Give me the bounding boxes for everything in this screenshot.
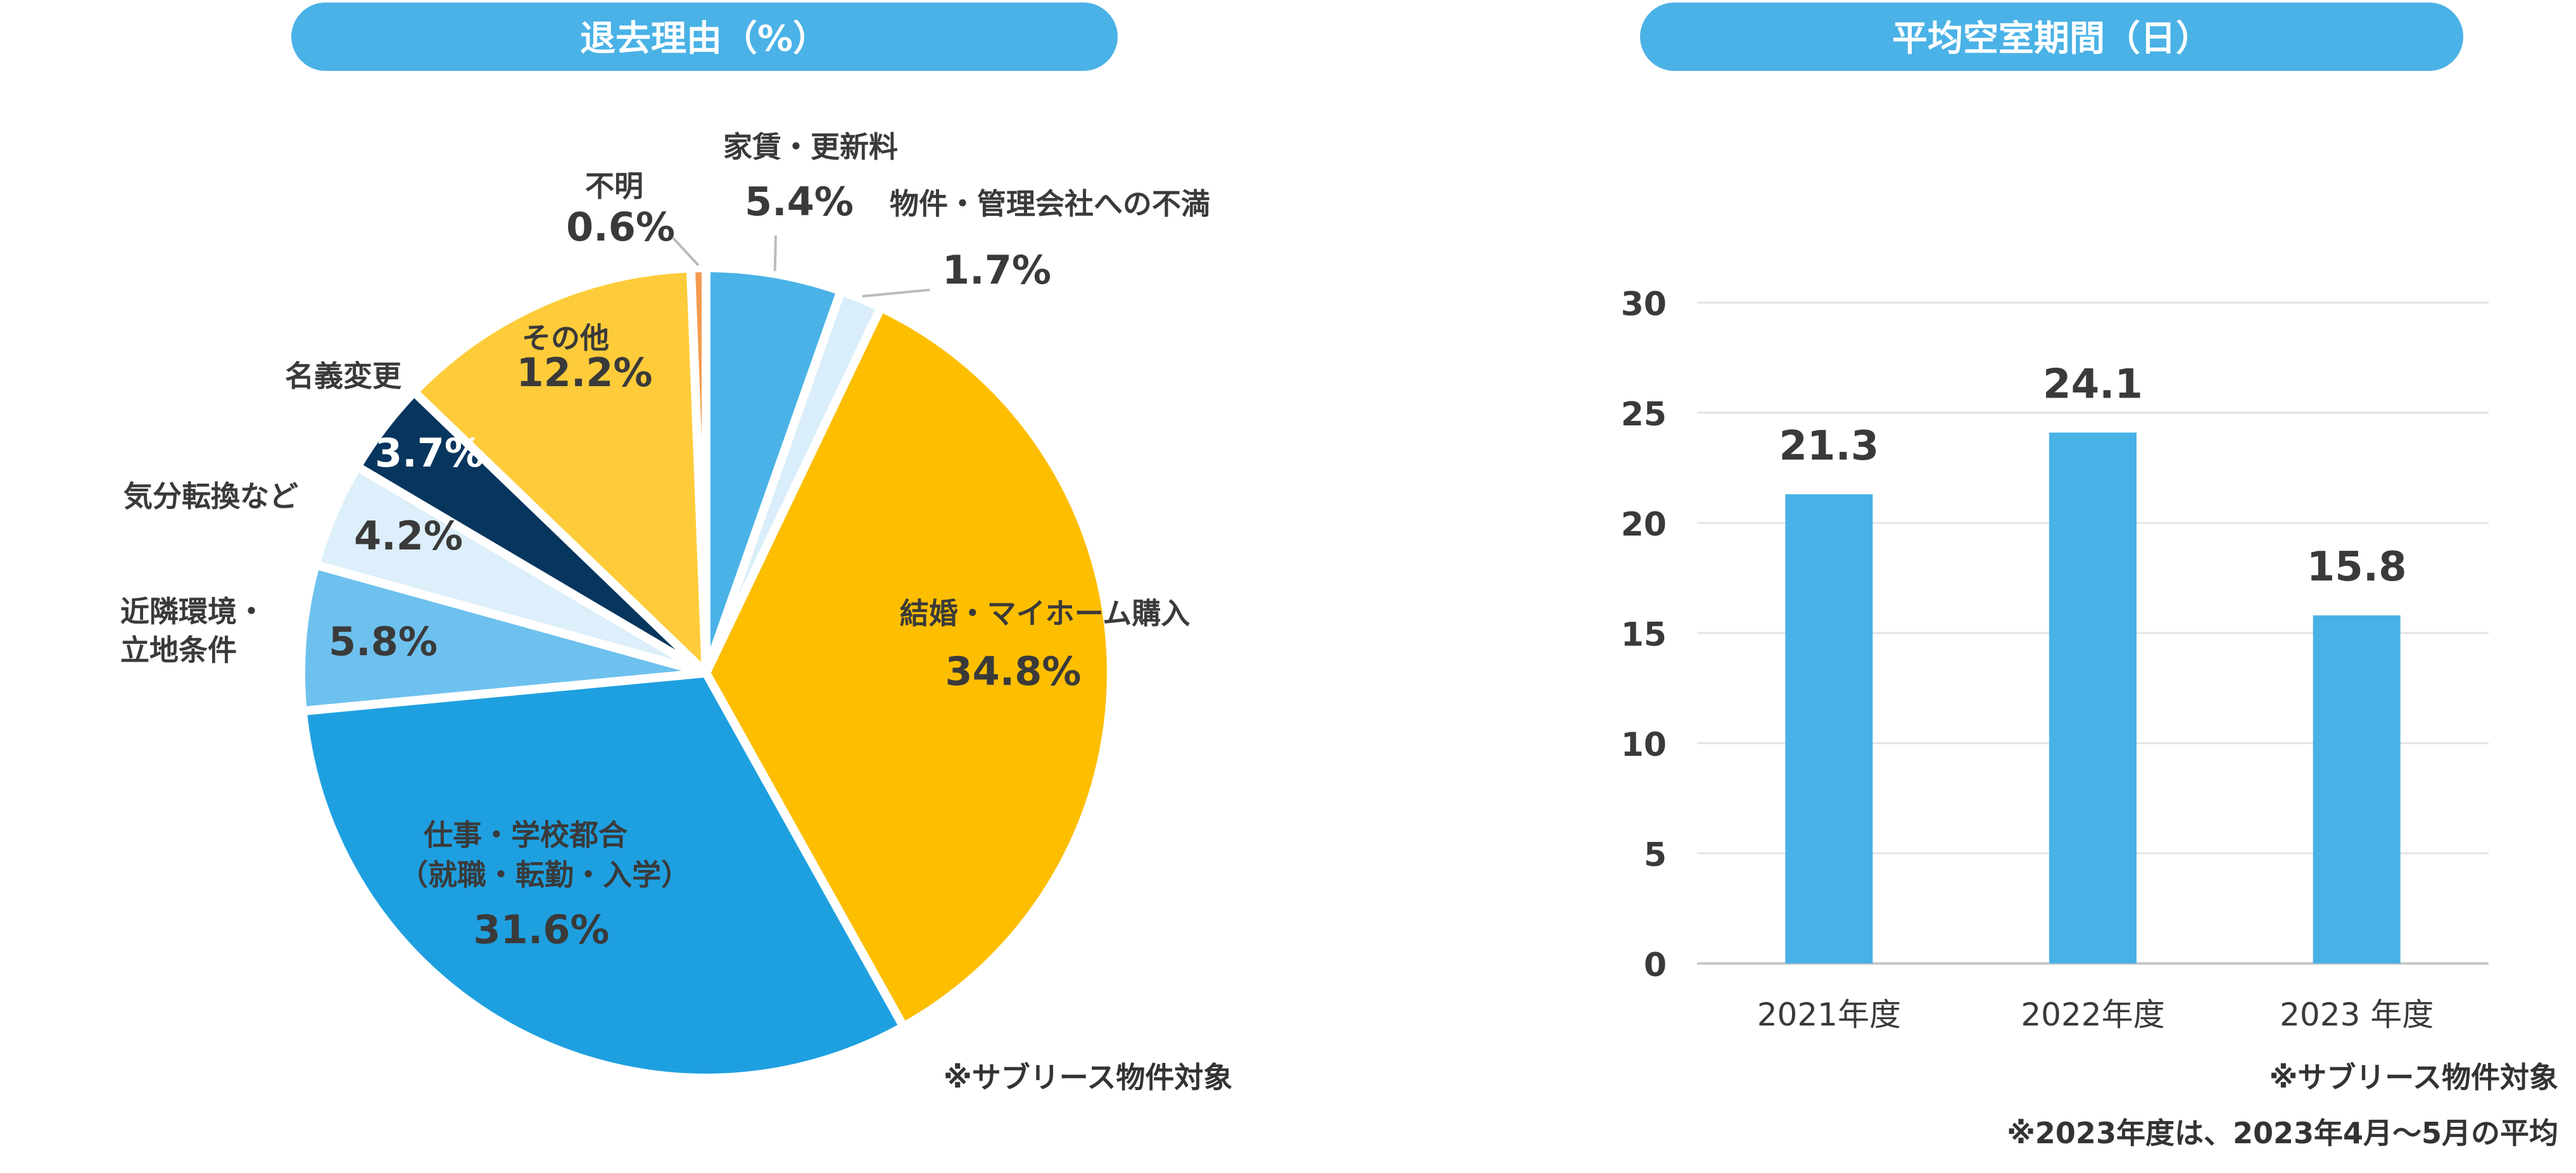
pie-slice-label: 立地条件 bbox=[120, 633, 237, 667]
bar-y-tick-labels: 0 5 10 15 20 25 30 bbox=[1621, 285, 1667, 984]
pie-slice-label: 仕事・学校都合 bbox=[424, 818, 628, 852]
bar-y-tick-label: 25 bbox=[1621, 396, 1667, 434]
pie-slice-value: 5.8% bbox=[329, 618, 438, 665]
bar-y-tick-label: 15 bbox=[1621, 616, 1667, 654]
pie-slice-label: 物件・管理会社への不満 bbox=[890, 187, 1210, 221]
pie-slice bbox=[296, 560, 710, 716]
bar-y-tick-label: 5 bbox=[1644, 836, 1667, 874]
bar bbox=[2049, 432, 2137, 963]
pie-title: 退去理由（%） bbox=[580, 18, 828, 60]
pie-leader-line bbox=[773, 235, 777, 272]
bar bbox=[1785, 494, 1873, 963]
bar-category-label: 2022年度 bbox=[2021, 996, 2164, 1033]
pie-title-pill: 退去理由（%） bbox=[291, 3, 1118, 71]
pie-slice-label: 近隣環境・ bbox=[120, 594, 266, 629]
pie-slice-value: 34.8% bbox=[945, 648, 1081, 694]
bar-note-1: ※サブリース物件対象 bbox=[2270, 1060, 2558, 1095]
bar-y-tick-label: 20 bbox=[1621, 506, 1667, 544]
pie-slice-label: 家賃・更新料 bbox=[723, 130, 898, 164]
bar-value-labels: 21.3 24.1 15.8 bbox=[1779, 361, 2406, 591]
pie-slice bbox=[298, 668, 908, 1082]
bar bbox=[2313, 615, 2401, 963]
bar-y-tick-label: 0 bbox=[1644, 946, 1667, 984]
pie-slice-value: 0.6% bbox=[566, 204, 675, 250]
pie-slice-value: 31.6% bbox=[473, 906, 609, 953]
bar-value-label: 15.8 bbox=[2307, 544, 2407, 591]
pie-slice-label: 結婚・マイホーム購入 bbox=[900, 596, 1190, 630]
pie-slice-value: 4.2% bbox=[354, 513, 463, 559]
pie-leader-line bbox=[672, 237, 700, 267]
bar-value-label: 21.3 bbox=[1779, 423, 1879, 470]
bar-category-label: 2023 年度 bbox=[2280, 996, 2434, 1033]
bar-y-tick-label: 30 bbox=[1621, 285, 1667, 323]
pie-slice-value: 5.4% bbox=[745, 179, 854, 225]
bar-y-tick-label: 10 bbox=[1621, 726, 1667, 764]
bar-title-pill: 平均空室期間（日） bbox=[1640, 3, 2463, 71]
pie-chart bbox=[296, 263, 1116, 1082]
pie-labels: 家賃・更新料 5.4% 物件・管理会社への不満 1.7% 結婚・マイホーム購入 34.8%… bbox=[120, 130, 1210, 953]
pie-slice-label: （就職・転勤・入学） bbox=[399, 858, 690, 892]
pie-slice bbox=[410, 263, 710, 677]
bar-value-label: 24.1 bbox=[2043, 361, 2143, 408]
pie-slice-label: 名義変更 bbox=[285, 359, 402, 393]
bar-note-2: ※2023年度は、2023年4月～5月の平均 bbox=[2007, 1116, 2558, 1150]
bar-title: 平均空室期間（日） bbox=[1892, 18, 2211, 60]
pie-slice-label: 不明 bbox=[585, 169, 643, 203]
pie-slice-label: 気分転換など bbox=[123, 479, 298, 513]
pie-slice-label: その他 bbox=[522, 321, 609, 355]
bar-category-label: 2021年度 bbox=[1757, 996, 1901, 1033]
bar-series bbox=[1785, 432, 2401, 963]
pie-slice-value: 1.7% bbox=[942, 247, 1051, 293]
pie-note: ※サブリース物件対象 bbox=[944, 1060, 1232, 1095]
bar-category-labels: 2021年度 2022年度 2023 年度 bbox=[1757, 996, 2434, 1033]
pie-slice bbox=[686, 263, 710, 677]
pie-leader-line bbox=[862, 289, 930, 298]
pie-slice-value: 3.7% bbox=[375, 430, 484, 476]
pie-slice-value: 12.2% bbox=[516, 349, 652, 396]
